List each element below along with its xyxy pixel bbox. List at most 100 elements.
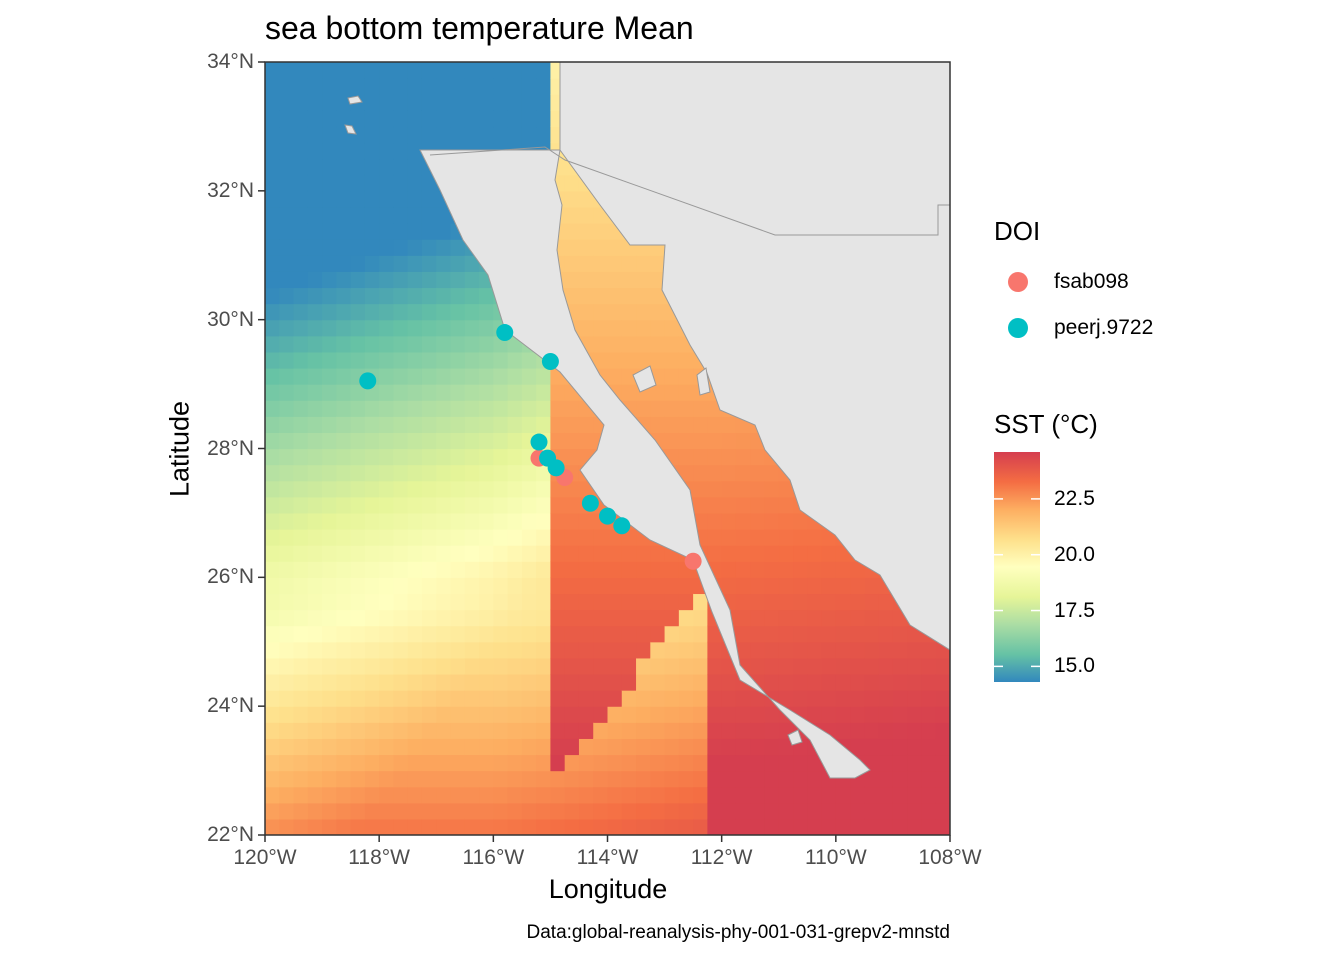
- raster-cell: [507, 802, 523, 820]
- raster-cell: [678, 738, 694, 756]
- raster-cell: [593, 529, 609, 546]
- raster-cell: [336, 142, 352, 160]
- raster-cell: [521, 496, 537, 514]
- raster-cell: [307, 62, 323, 79]
- raster-cell: [636, 593, 651, 611]
- raster-cell: [593, 786, 609, 804]
- raster-cell: [464, 561, 480, 578]
- raster-cell: [336, 754, 352, 772]
- raster-cell: [521, 738, 537, 756]
- raster-cell: [407, 786, 423, 804]
- raster-cell: [664, 577, 680, 595]
- raster-cell: [350, 384, 366, 401]
- raster-cell: [293, 754, 309, 772]
- raster-cell: [564, 545, 580, 562]
- raster-cell: [821, 593, 837, 611]
- raster-cell: [436, 335, 452, 353]
- raster-cell: [907, 786, 923, 804]
- raster-cell: [464, 62, 480, 79]
- raster-cell: [764, 786, 780, 804]
- raster-cell: [364, 174, 380, 192]
- raster-cell: [650, 351, 666, 369]
- raster-cell: [279, 545, 295, 562]
- raster-cell: [621, 754, 637, 772]
- raster-cell: [807, 818, 823, 835]
- raster-cell: [521, 786, 537, 804]
- raster-cell: [821, 561, 837, 578]
- raster-cell: [336, 158, 352, 176]
- raster-cell: [336, 416, 352, 433]
- raster-cell: [678, 448, 694, 466]
- raster-cell: [621, 625, 637, 643]
- legend-dot-fsab098: [1008, 272, 1028, 292]
- color-bar-label: 20.0: [1054, 542, 1095, 566]
- raster-cell: [450, 110, 466, 128]
- raster-cell: [350, 78, 366, 95]
- raster-cell: [293, 625, 309, 643]
- observation-points: [359, 324, 702, 570]
- raster-cell: [307, 641, 323, 659]
- raster-cell: [293, 738, 309, 756]
- raster-cell: [350, 512, 366, 530]
- raster-cell: [835, 657, 851, 675]
- raster-cell: [678, 416, 694, 433]
- color-bar-label: 17.5: [1054, 598, 1095, 622]
- raster-cell: [436, 722, 452, 739]
- raster-cell: [436, 367, 452, 385]
- raster-cell: [578, 609, 594, 627]
- raster-cell: [393, 223, 409, 240]
- raster-cell: [621, 287, 637, 305]
- raster-cell: [293, 367, 309, 385]
- raster-cell: [464, 351, 480, 369]
- raster-cell: [379, 287, 395, 305]
- raster-cell: [379, 754, 395, 772]
- raster-cell: [307, 464, 323, 482]
- raster-cell: [336, 78, 352, 95]
- raster-cell: [350, 593, 366, 611]
- raster-cell: [707, 690, 723, 707]
- raster-cell: [379, 351, 395, 369]
- raster-cell: [721, 480, 737, 498]
- point-peerj-9722: [541, 353, 559, 371]
- mainland-mexico: [559, 62, 950, 651]
- raster-cell: [450, 239, 466, 256]
- raster-cell: [621, 818, 637, 835]
- raster-cell: [578, 641, 594, 659]
- raster-cell: [279, 786, 295, 804]
- raster-cell: [464, 593, 480, 611]
- raster-cell: [279, 416, 295, 433]
- raster-cell: [878, 690, 894, 707]
- raster-cell: [421, 416, 437, 433]
- raster-cell: [279, 271, 295, 289]
- raster-cell: [336, 384, 352, 401]
- raster-cell: [464, 303, 480, 321]
- raster-cell: [322, 239, 337, 256]
- raster-cell: [293, 158, 309, 176]
- raster-cell: [721, 818, 737, 835]
- raster-cell: [279, 62, 295, 79]
- raster-cell: [707, 738, 723, 756]
- raster-cell: [578, 529, 594, 546]
- raster-cell: [821, 577, 837, 595]
- raster-cell: [578, 319, 594, 337]
- raster-cell: [564, 529, 580, 546]
- raster-cell: [450, 690, 466, 707]
- x-tick-label: 114°W: [576, 846, 639, 869]
- raster-cell: [578, 577, 594, 595]
- raster-cell: [578, 818, 594, 835]
- raster-cell: [307, 738, 323, 756]
- raster-cell: [750, 770, 766, 788]
- raster-cell: [279, 287, 295, 305]
- raster-cell: [521, 367, 537, 385]
- raster-cell: [379, 126, 395, 144]
- raster-cell: [307, 770, 323, 788]
- raster-cell: [521, 577, 537, 595]
- raster-cell: [279, 464, 295, 482]
- raster-cell: [835, 561, 851, 578]
- raster-cell: [550, 802, 566, 820]
- raster-cell: [521, 802, 537, 820]
- raster-cell: [678, 464, 694, 482]
- raster-cell: [536, 673, 552, 691]
- raster-cell: [421, 367, 437, 385]
- raster-cell: [436, 673, 452, 691]
